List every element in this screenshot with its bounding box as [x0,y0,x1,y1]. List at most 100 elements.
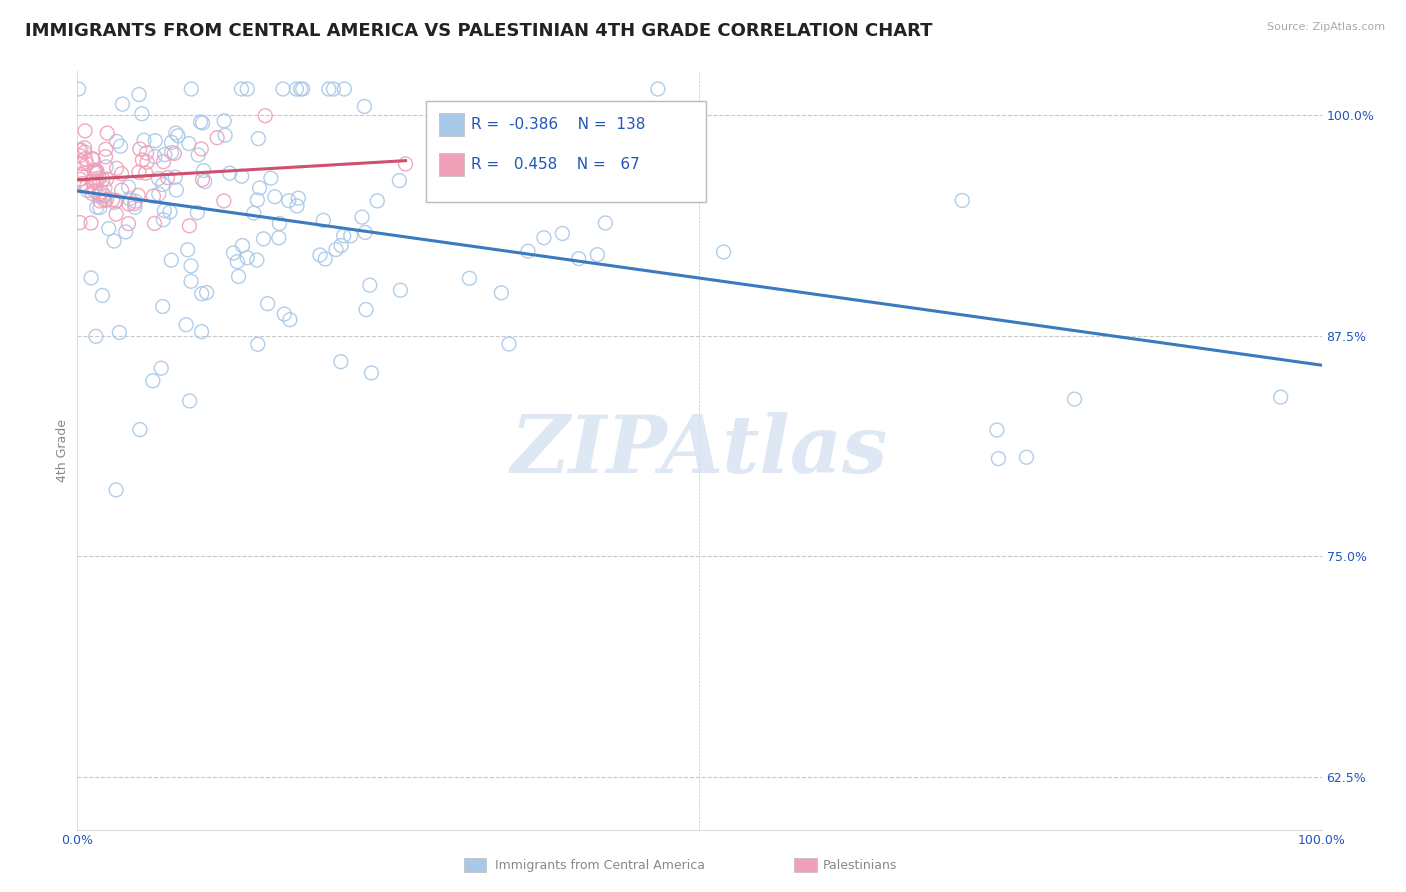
Point [82,152,104,166]
Point [359,278,381,293]
Point [93,189,115,203]
Point [263,190,285,204]
Point [285,82,308,96]
Text: R =   0.458    N =   67: R = 0.458 N = 67 [471,157,640,171]
Point [354,302,377,317]
Point [160,145,183,160]
Point [83,163,105,178]
Point [96,193,118,207]
Text: Source: ZipAtlas.com: Source: ZipAtlas.com [1267,22,1385,32]
Point [165,183,187,197]
Point [142,189,165,203]
Point [148,171,170,186]
Point [136,155,159,169]
Point [110,139,132,153]
Point [91,288,114,302]
Point [353,99,375,113]
Point [72,177,94,191]
Point [322,82,344,96]
Point [148,187,170,202]
Point [226,254,249,268]
Point [153,203,176,218]
Point [127,188,149,202]
Point [271,82,294,96]
Point [246,253,269,268]
Point [167,128,190,143]
Point [163,146,186,161]
Point [986,423,1008,437]
Point [333,82,356,96]
Point [354,226,377,240]
Point [152,154,174,169]
Point [987,451,1010,466]
Point [124,200,146,214]
Point [86,166,108,180]
Point [143,150,166,164]
Point [103,234,125,248]
Point [131,153,153,167]
Point [75,152,97,166]
Point [273,307,295,321]
Point [517,244,540,259]
Point [87,189,110,203]
Point [218,166,240,180]
Point [135,146,157,161]
Point [179,394,201,409]
Point [160,253,183,268]
Point [256,296,278,310]
Point [394,157,416,171]
Point [214,128,236,143]
Point [312,213,335,227]
Point [486,158,509,172]
Point [179,219,201,233]
Point [366,194,388,208]
Text: ZIPAtlas: ZIPAtlas [510,412,889,489]
Point [84,163,107,178]
Point [269,217,291,231]
Point [110,167,132,181]
Point [80,186,103,201]
Point [285,199,308,213]
Text: IMMIGRANTS FROM CENTRAL AMERICA VS PALESTINIAN 4TH GRADE CORRELATION CHART: IMMIGRANTS FROM CENTRAL AMERICA VS PALES… [25,22,932,40]
Point [193,163,215,178]
Point [82,153,104,167]
Point [132,133,155,147]
Point [180,82,202,96]
Point [86,164,108,178]
Point [105,207,128,221]
Point [96,172,118,186]
Point [128,87,150,102]
Point [434,178,457,193]
Point [231,82,253,96]
Point [152,300,174,314]
Point [159,205,181,219]
Point [73,145,96,160]
Point [67,82,90,96]
Point [94,181,117,195]
Point [105,161,128,176]
Point [105,194,128,208]
Point [70,156,93,170]
Y-axis label: 4th Grade: 4th Grade [56,419,69,482]
Point [111,97,134,112]
Point [75,124,97,138]
Point [190,325,212,339]
Point [242,206,264,220]
Point [388,173,411,187]
Point [191,286,214,301]
Point [84,329,107,343]
Point [586,247,609,261]
Point [568,252,591,266]
Point [291,82,314,96]
Point [87,171,110,186]
Point [187,148,209,162]
Point [195,285,218,300]
Point [101,193,124,207]
Point [89,194,111,208]
Point [124,194,146,209]
Point [153,147,176,161]
Point [105,483,128,497]
Point [350,210,373,224]
Point [152,178,174,192]
Point [1063,392,1085,406]
